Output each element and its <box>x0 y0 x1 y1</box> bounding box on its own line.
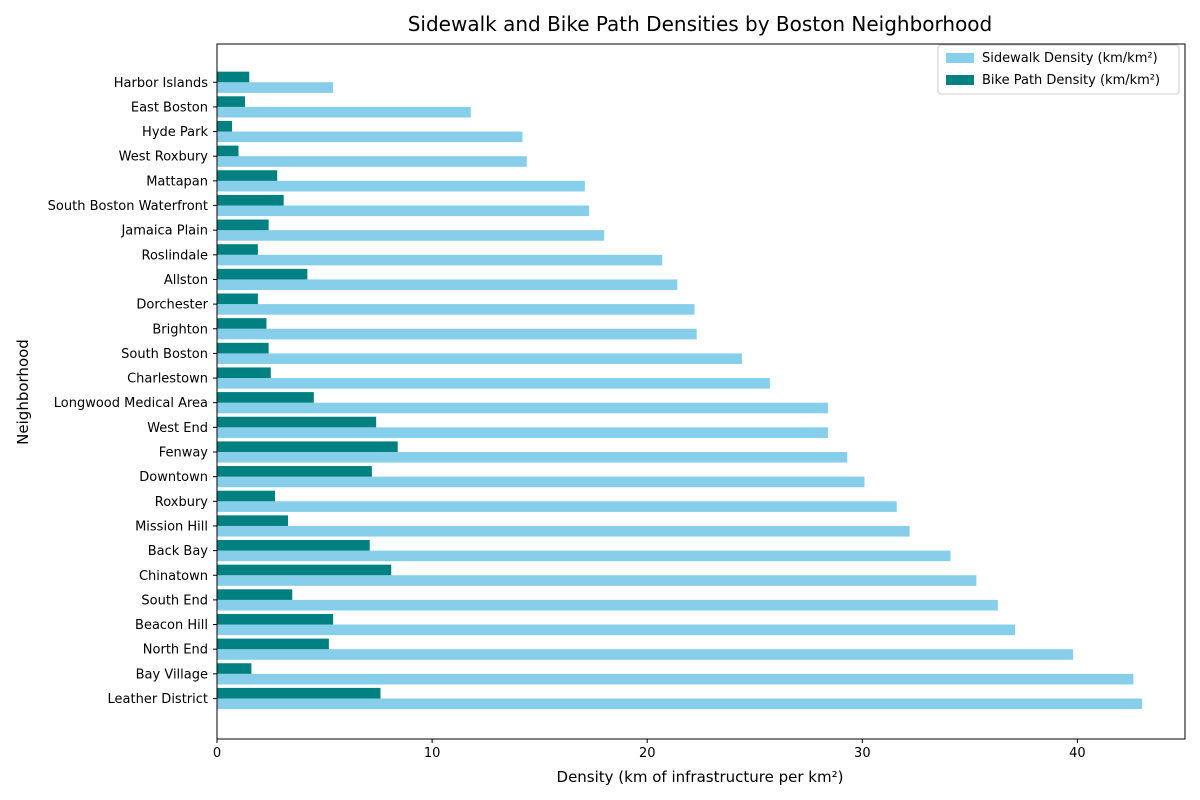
y-tick-label: Harbor Islands <box>114 76 208 91</box>
x-tick-labels: 0 10 20 30 40 <box>213 739 1086 761</box>
y-tick-label: Fenway <box>159 446 209 461</box>
y-tick-label: Dorchester <box>136 298 208 313</box>
bar-sidewalk-brighton <box>217 328 697 340</box>
bar-sidewalk-allston <box>217 279 678 291</box>
bar-bike-south-boston-waterfront <box>217 194 284 206</box>
legend-box <box>937 44 1180 95</box>
bar-sidewalk-bay-village <box>217 673 1134 685</box>
bar-bike-dorchester <box>217 293 258 305</box>
y-tick-label: Back Bay <box>148 544 209 559</box>
bar-sidewalk-roslindale <box>217 254 663 266</box>
bar-bike-north-end <box>217 638 329 650</box>
legend-swatch-sidewalk <box>946 53 974 63</box>
y-axis-label: Neighborhood <box>14 339 32 445</box>
y-tick-label: Mission Hill <box>135 519 208 534</box>
bar-sidewalk-south-end <box>217 599 998 611</box>
legend-label-bike: Bike Path Density (km/km²) <box>982 73 1160 88</box>
bar-bike-west-end <box>217 416 377 428</box>
y-tick-label: Bay Village <box>136 667 208 682</box>
y-tick-label: West End <box>147 421 208 436</box>
bar-sidewalk-longwood-medical-area <box>217 402 828 414</box>
bar-sidewalk-dorchester <box>217 304 695 315</box>
bar-sidewalk-north-end <box>217 649 1074 660</box>
bar-bike-downtown <box>217 466 372 477</box>
bar-bike-mission-hill <box>217 515 288 526</box>
bar-sidewalk-south-boston <box>217 353 742 364</box>
plot-frame <box>216 43 1186 740</box>
y-tick-label: Roxbury <box>155 495 209 510</box>
y-tick-label: Allston <box>164 273 208 288</box>
legend-label-sidewalk: Sidewalk Density (km/km²) <box>982 51 1158 66</box>
bars-group <box>217 71 1142 710</box>
bar-sidewalk-roxbury <box>217 501 897 512</box>
bar-bike-west-roxbury <box>217 145 239 157</box>
y-tick-label: Leather District <box>108 692 208 707</box>
bar-bike-longwood-medical-area <box>217 392 314 403</box>
y-tick-label: Jamaica Plain <box>120 224 208 239</box>
y-tick-label: Brighton <box>152 322 208 337</box>
bar-bike-beacon-hill <box>217 613 334 625</box>
bar-bike-jamaica-plain <box>217 219 269 231</box>
y-tick-label: Downtown <box>139 470 208 485</box>
bar-sidewalk-mattapan <box>217 180 585 192</box>
bar-sidewalk-west-roxbury <box>217 156 527 167</box>
bar-sidewalk-mission-hill <box>217 525 910 537</box>
bar-bike-south-end <box>217 589 293 600</box>
x-tick-label: 30 <box>854 746 871 761</box>
bar-sidewalk-west-end <box>217 427 828 438</box>
legend-swatch-bike <box>946 75 974 85</box>
bar-bike-allston <box>217 268 308 280</box>
bar-sidewalk-jamaica-plain <box>217 230 605 241</box>
x-tick-label: 20 <box>639 746 656 761</box>
bar-bike-back-bay <box>217 540 370 551</box>
chart-title: Sidewalk and Bike Path Densities by Bost… <box>408 12 993 36</box>
y-tick-label: Beacon Hill <box>135 618 208 633</box>
bar-bike-hyde-park <box>217 120 233 132</box>
bar-sidewalk-charlestown <box>217 378 770 389</box>
bar-bike-charlestown <box>217 367 271 379</box>
bar-bike-roslindale <box>217 244 258 255</box>
x-tick-label: 40 <box>1069 746 1086 761</box>
bar-bike-brighton <box>217 318 267 329</box>
bar-bike-east-boston <box>217 96 245 107</box>
bar-sidewalk-downtown <box>217 476 865 488</box>
y-tick-label: South Boston <box>121 347 208 362</box>
bar-bike-roxbury <box>217 490 276 502</box>
legend: Sidewalk Density (km/km²) Bike Path Dens… <box>937 44 1180 95</box>
y-tick-label: Mattapan <box>146 174 208 189</box>
bar-bike-chinatown <box>217 564 392 576</box>
y-tick-label: East Boston <box>131 100 208 115</box>
x-tick-label: 10 <box>424 746 441 761</box>
y-tick-labels: Leather District Bay Village North End Beac… <box>48 76 217 707</box>
y-tick-label: South Boston Waterfront <box>48 199 208 214</box>
bar-bike-harbor-islands <box>217 71 250 83</box>
y-tick-label: West Roxbury <box>119 150 209 165</box>
bar-sidewalk-back-bay <box>217 550 951 562</box>
bar-sidewalk-hyde-park <box>217 131 523 143</box>
bar-sidewalk-beacon-hill <box>217 624 1016 636</box>
bar-sidewalk-harbor-islands <box>217 82 334 93</box>
bar-sidewalk-south-boston-waterfront <box>217 205 590 217</box>
bar-bike-leather-district <box>217 687 381 699</box>
bar-sidewalk-chinatown <box>217 575 977 586</box>
y-tick-label: Chinatown <box>139 569 208 584</box>
y-tick-label: Charlestown <box>127 372 208 387</box>
y-tick-label: North End <box>143 643 208 658</box>
y-tick-label: Longwood Medical Area <box>54 396 208 411</box>
y-tick-label: Roslindale <box>142 248 208 263</box>
bar-bike-fenway <box>217 441 398 452</box>
bar-bike-mattapan <box>217 170 278 181</box>
bar-bike-south-boston <box>217 342 269 354</box>
bar-sidewalk-fenway <box>217 452 848 463</box>
bar-sidewalk-leather-district <box>217 698 1142 710</box>
x-axis-label: Density (km of infrastructure per km²) <box>557 768 844 786</box>
x-tick-label: 0 <box>213 746 221 761</box>
y-tick-label: South End <box>141 593 208 608</box>
bar-bike-bay-village <box>217 663 252 674</box>
y-tick-label: Hyde Park <box>142 125 208 140</box>
bar-sidewalk-east-boston <box>217 106 471 118</box>
